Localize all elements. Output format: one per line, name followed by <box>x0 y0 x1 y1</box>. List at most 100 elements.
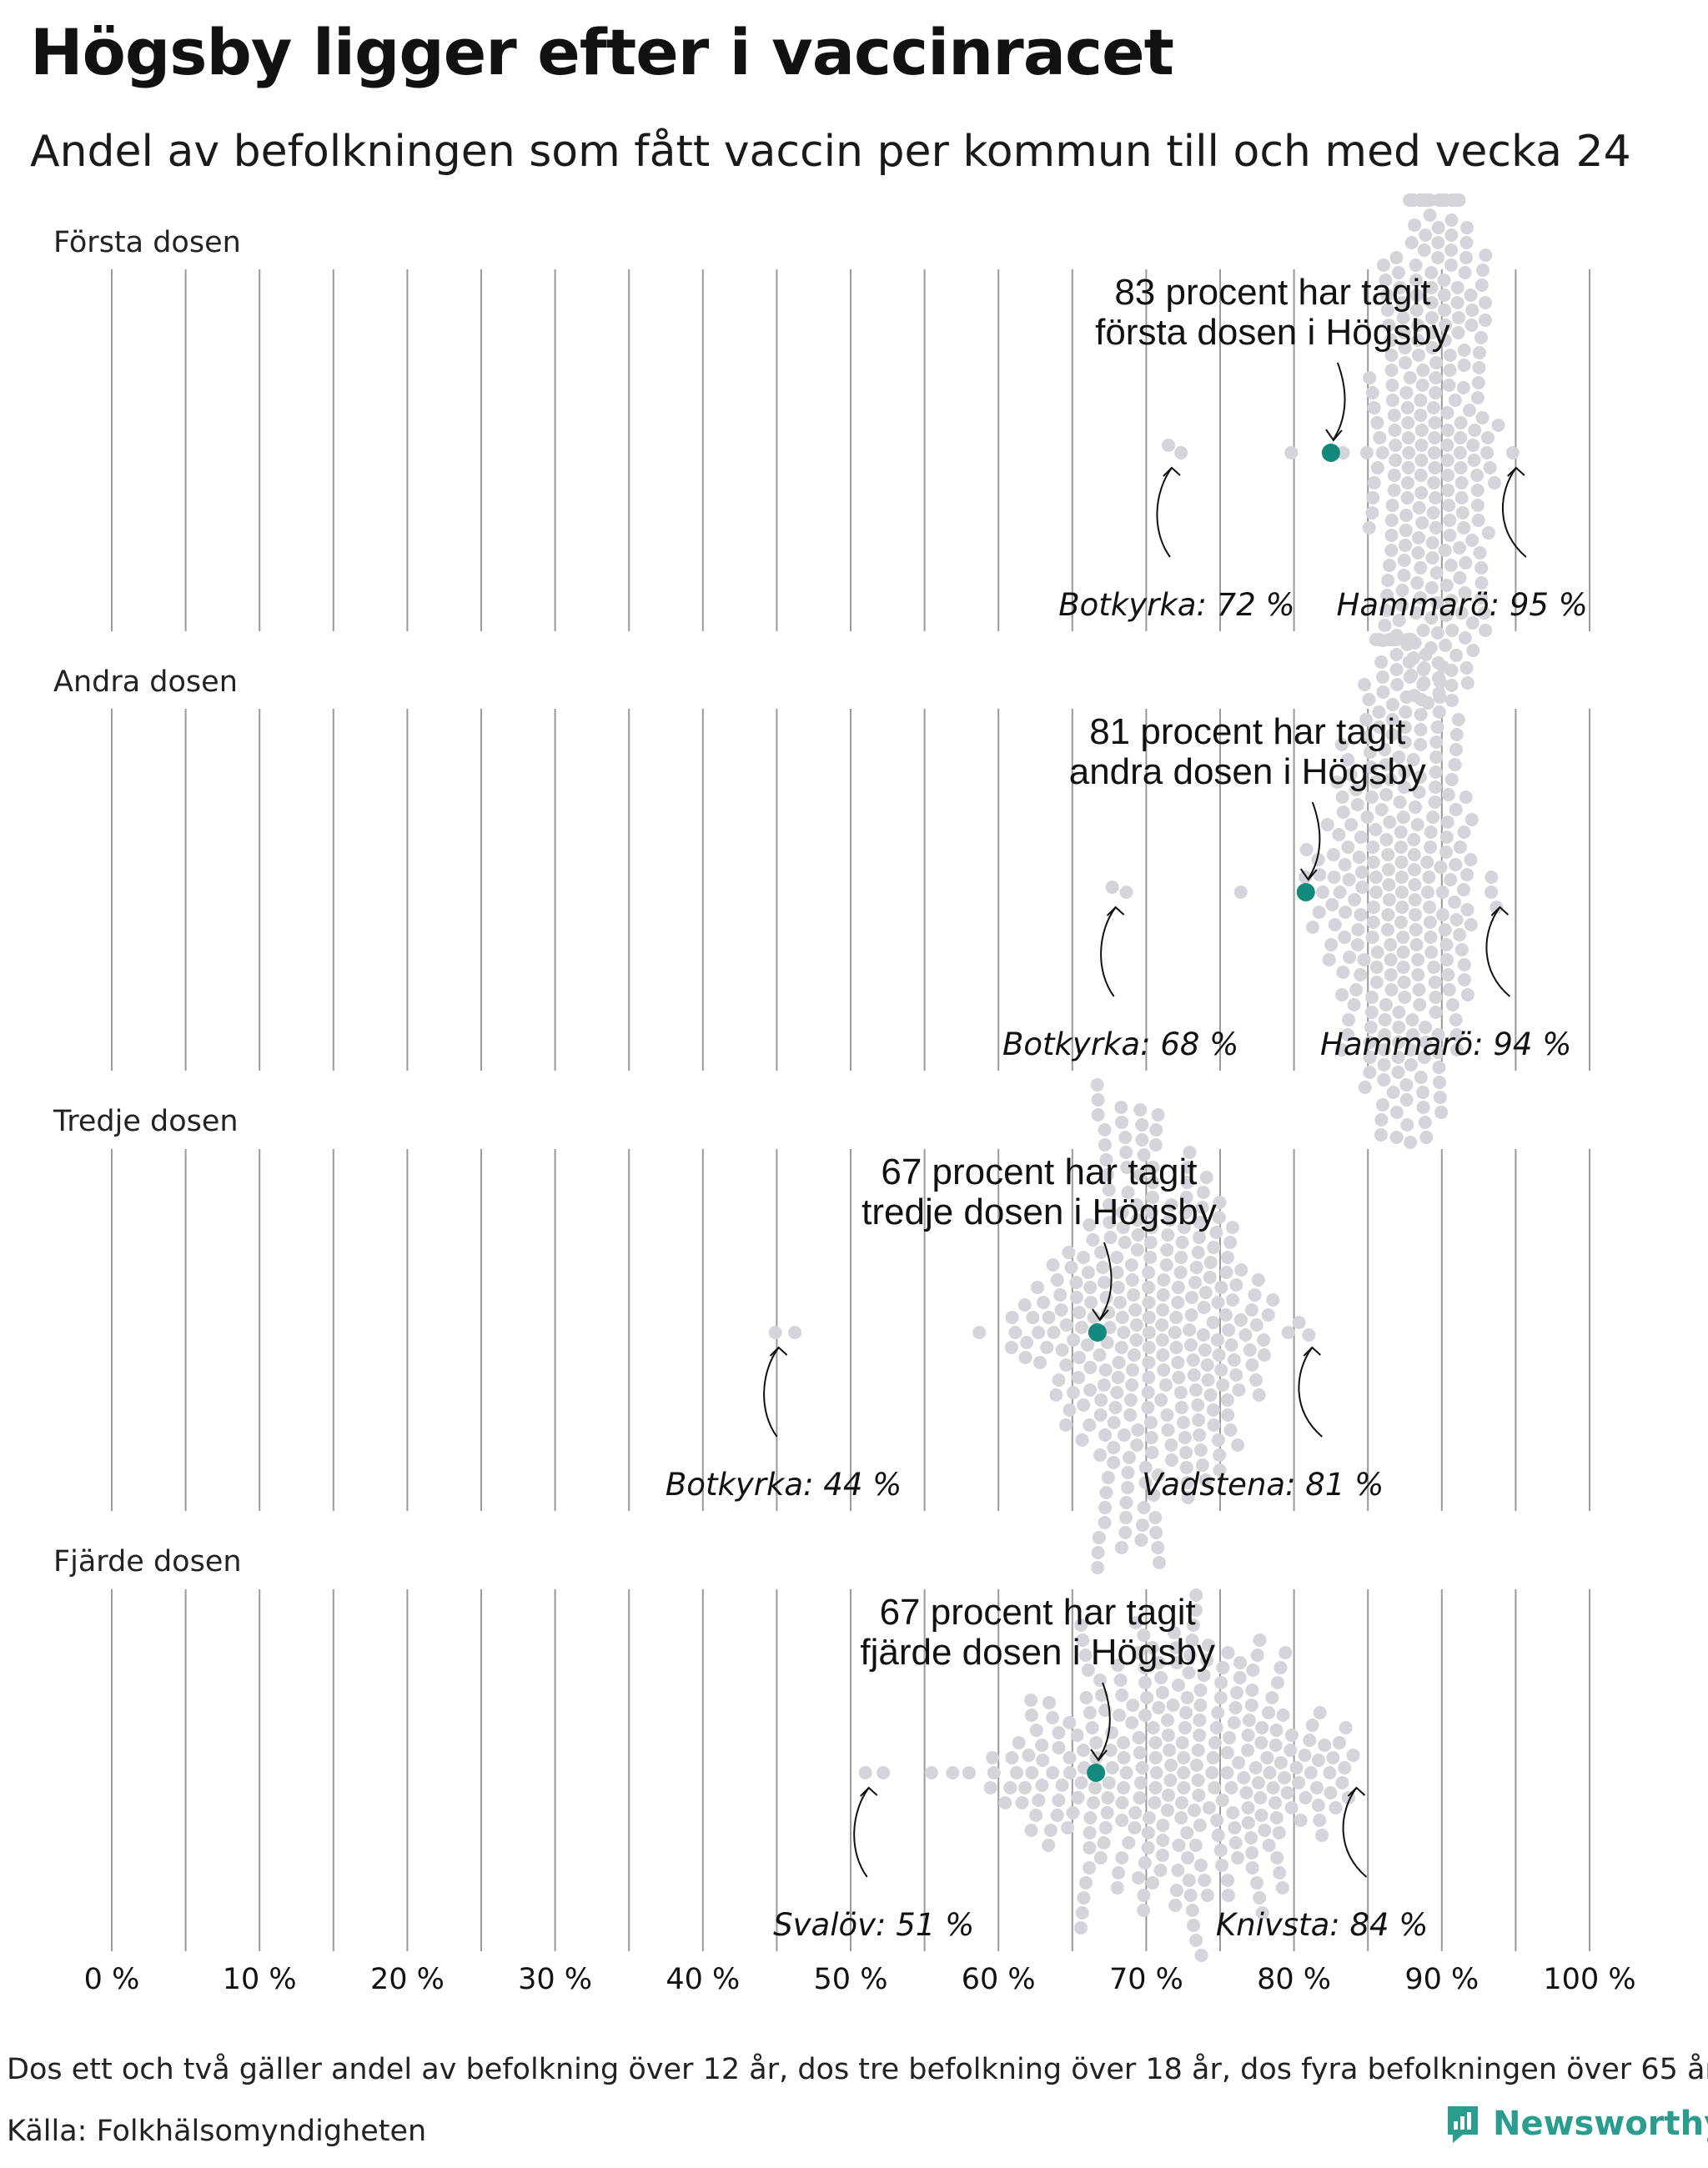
municipality-dot <box>1416 1086 1430 1099</box>
municipality-dot <box>1454 943 1469 956</box>
municipality-dot <box>1175 1236 1189 1249</box>
municipality-dot <box>1408 878 1422 891</box>
municipality-dot <box>1114 1101 1128 1114</box>
municipality-dot <box>1292 1316 1306 1329</box>
municipality-dot <box>1474 279 1489 292</box>
municipality-dot <box>1348 893 1362 906</box>
municipality-dot <box>1414 454 1429 467</box>
municipality-dot <box>1211 1433 1225 1447</box>
municipality-dot <box>1389 1106 1404 1119</box>
municipality-dot <box>1424 581 1439 595</box>
municipality-dot <box>1244 1303 1258 1317</box>
extreme-arrow <box>1100 906 1117 997</box>
municipality-dot <box>1451 326 1465 339</box>
municipality-dot <box>1228 1836 1243 1849</box>
municipality-dot <box>1363 1051 1377 1064</box>
municipality-dot <box>1431 251 1445 264</box>
municipality-dot <box>1381 863 1395 876</box>
municipality-dot <box>1053 1288 1068 1302</box>
municipality-dot <box>1098 1363 1113 1377</box>
municipality-dot <box>1094 1393 1108 1407</box>
municipality-dot <box>1382 319 1396 332</box>
municipality-dot <box>1213 1463 1227 1477</box>
municipality-dot <box>1132 1731 1146 1744</box>
municipality-dot <box>1364 790 1379 804</box>
municipality-dot <box>1459 251 1473 264</box>
municipality-dot <box>1138 1476 1153 1489</box>
municipality-dot <box>1424 826 1438 839</box>
municipality-dot <box>1098 1501 1113 1514</box>
municipality-dot <box>1419 228 1433 242</box>
municipality-dot <box>1430 626 1444 640</box>
municipality-dot <box>1414 486 1429 499</box>
municipality-dot <box>1440 406 1454 419</box>
municipality-dot <box>1325 898 1339 911</box>
municipality-dot <box>1182 1666 1196 1679</box>
municipality-dot <box>1429 386 1443 399</box>
municipality-dot <box>1046 1258 1060 1272</box>
municipality-dot <box>1212 1348 1226 1362</box>
municipality-dot <box>987 1766 1001 1779</box>
municipality-dot <box>1253 1634 1267 1647</box>
municipality-dot <box>1424 311 1439 324</box>
municipality-dot <box>1399 1078 1414 1092</box>
municipality-dot <box>1440 439 1454 452</box>
municipality-dot <box>1367 476 1381 489</box>
municipality-dot <box>1389 251 1404 264</box>
municipality-dot <box>1020 1336 1034 1349</box>
municipality-dot <box>1123 1451 1137 1464</box>
municipality-dot <box>1203 1388 1218 1402</box>
extreme-arrow <box>1342 1787 1368 1878</box>
municipality-dot <box>1212 1211 1226 1224</box>
municipality-dot <box>1058 1418 1073 1432</box>
municipality-dot <box>1198 1343 1212 1357</box>
municipality-dot <box>1413 998 1427 1011</box>
municipality-dot <box>1451 713 1465 726</box>
municipality-dot <box>1137 1501 1151 1514</box>
municipality-dot <box>1426 810 1440 824</box>
municipality-dot <box>1428 795 1442 809</box>
municipality-dot <box>1050 1809 1064 1822</box>
municipality-dot <box>1405 1013 1419 1026</box>
municipality-dot <box>1156 1348 1170 1362</box>
municipality-dot <box>1159 1258 1173 1272</box>
municipality-dot <box>1388 424 1402 437</box>
municipality-dot <box>1466 644 1480 657</box>
municipality-dot <box>1103 1231 1118 1244</box>
max-label: Vadstena: 81 % <box>1142 1467 1384 1503</box>
municipality-dot <box>1177 1781 1191 1794</box>
municipality-dot <box>1439 846 1453 859</box>
municipality-dot <box>1029 1724 1043 1737</box>
municipality-dot <box>1366 901 1380 914</box>
municipality-dot <box>1465 534 1479 547</box>
municipality-dot <box>1403 670 1417 684</box>
municipality-dot <box>1263 1766 1277 1779</box>
municipality-dot <box>1133 1791 1147 1804</box>
municipality-dot <box>1102 1776 1116 1789</box>
municipality-dot <box>1169 1641 1183 1654</box>
municipality-dot <box>1119 886 1133 899</box>
municipality-dot <box>1119 1511 1133 1524</box>
municipality-dot <box>1431 1046 1445 1059</box>
municipality-dot <box>1453 841 1467 854</box>
municipality-dot <box>1127 1348 1141 1362</box>
municipality-dot <box>1429 991 1443 1004</box>
municipality-dot <box>1392 750 1406 764</box>
municipality-dot <box>1191 1246 1205 1259</box>
municipality-dot <box>1180 1476 1194 1489</box>
municipality-dot <box>1126 1699 1140 1712</box>
municipality-dot <box>1365 931 1379 944</box>
source-note: Källa: Folkhälsomyndigheten <box>7 2115 427 2148</box>
municipality-dot <box>986 1751 1000 1764</box>
municipality-dot <box>1352 851 1366 864</box>
municipality-dot <box>1425 326 1439 339</box>
municipality-dot <box>1124 1258 1138 1272</box>
municipality-dot <box>1273 1756 1288 1769</box>
municipality-dot <box>1449 1013 1463 1026</box>
municipality-dot <box>1398 341 1412 354</box>
municipality-dot <box>1179 1706 1193 1719</box>
municipality-dot <box>1245 1846 1259 1859</box>
municipality-dot <box>1188 1276 1203 1289</box>
municipality-dot <box>1232 1383 1246 1397</box>
municipality-dot <box>1343 951 1357 964</box>
